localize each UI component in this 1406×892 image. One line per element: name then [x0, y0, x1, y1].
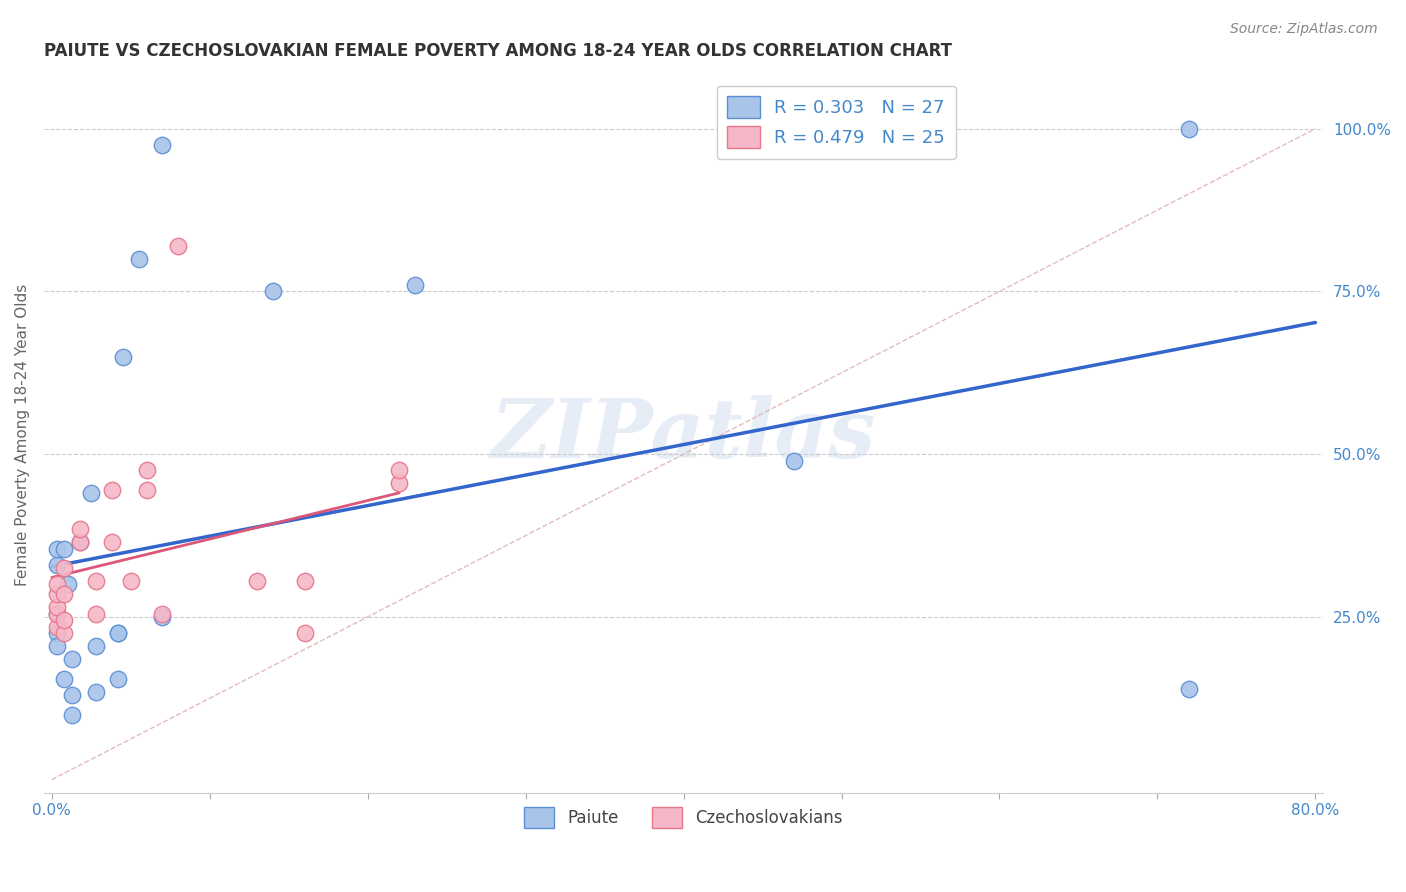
Text: Source: ZipAtlas.com: Source: ZipAtlas.com: [1230, 22, 1378, 37]
Point: [53, 541, 76, 556]
Point: [128, 252, 150, 266]
Point: [84, 607, 107, 621]
Point: [150, 610, 173, 624]
Point: [246, 574, 269, 588]
Point: [69, 535, 91, 549]
Point: [262, 285, 284, 299]
Y-axis label: Female Poverty Among 18-24 Year Olds: Female Poverty Among 18-24 Year Olds: [15, 284, 30, 586]
Point: [294, 626, 316, 640]
Point: [45, 620, 67, 634]
Point: [101, 483, 124, 497]
Point: [107, 626, 129, 640]
Point: [107, 626, 129, 640]
Point: [69, 522, 91, 536]
Text: ZIPatlas: ZIPatlas: [491, 394, 876, 475]
Point: [45, 607, 67, 621]
Point: [80, 486, 103, 500]
Text: PAIUTE VS CZECHOSLOVAKIAN FEMALE POVERTY AMONG 18-24 YEAR OLDS CORRELATION CHART: PAIUTE VS CZECHOSLOVAKIAN FEMALE POVERTY…: [44, 42, 952, 60]
Point: [45, 558, 67, 572]
Point: [101, 535, 124, 549]
Point: [53, 672, 76, 686]
Point: [84, 574, 107, 588]
Point: [69, 535, 91, 549]
Point: [84, 685, 107, 699]
Point: [388, 463, 411, 477]
Point: [45, 541, 67, 556]
Point: [150, 137, 173, 152]
Point: [56, 577, 79, 591]
Point: [167, 239, 190, 253]
Point: [53, 626, 76, 640]
Point: [404, 277, 426, 292]
Point: [84, 639, 107, 653]
Point: [45, 626, 67, 640]
Point: [60, 652, 83, 666]
Point: [53, 561, 76, 575]
Point: [107, 672, 129, 686]
Point: [135, 483, 157, 497]
Point: [53, 613, 76, 627]
Legend: Paiute, Czechoslovakians: Paiute, Czechoslovakians: [517, 801, 849, 834]
Point: [60, 707, 83, 722]
Point: [45, 639, 67, 653]
Point: [45, 607, 67, 621]
Point: [45, 600, 67, 615]
Point: [111, 350, 134, 364]
Point: [53, 587, 76, 601]
Point: [150, 607, 173, 621]
Point: [45, 587, 67, 601]
Point: [783, 453, 806, 467]
Point: [45, 577, 67, 591]
Point: [388, 476, 411, 491]
Point: [120, 574, 142, 588]
Point: [1178, 681, 1201, 696]
Point: [294, 574, 316, 588]
Point: [135, 463, 157, 477]
Point: [60, 688, 83, 702]
Point: [1178, 121, 1201, 136]
